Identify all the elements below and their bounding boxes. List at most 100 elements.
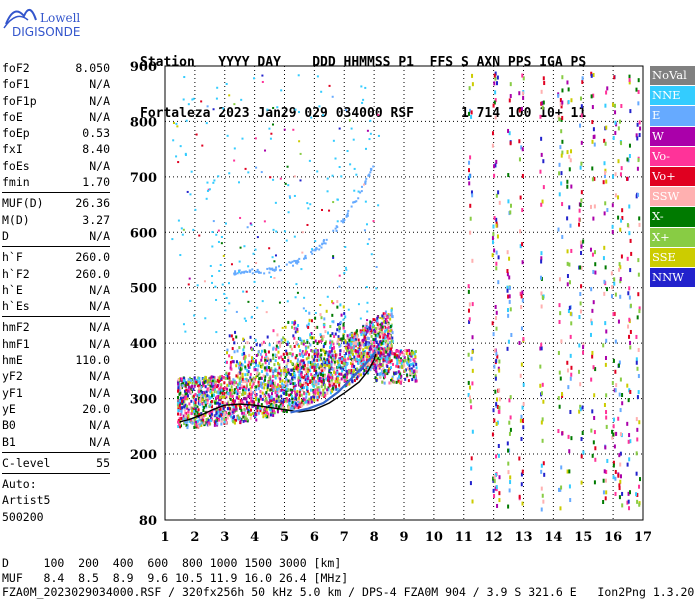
echo-point [217, 175, 220, 178]
echo-point [618, 392, 621, 397]
echo-point [211, 281, 214, 284]
echo-point [332, 201, 335, 204]
echo-point [271, 404, 274, 408]
echo-point [183, 379, 186, 383]
echo-point [470, 405, 473, 410]
echo-point [282, 403, 285, 407]
echo-point [247, 393, 250, 397]
echo-point [617, 363, 620, 368]
echo-point [384, 312, 387, 316]
echo-point [236, 396, 239, 400]
echo-point [356, 354, 359, 358]
echo-point [293, 401, 296, 405]
echo-point [509, 210, 512, 215]
echo-point [382, 373, 385, 377]
muf-row: MUF 8.4 8.5 8.9 9.6 10.5 11.9 16.0 26.4 … [2, 570, 349, 585]
echo-point [288, 406, 291, 410]
echo-point [522, 382, 525, 387]
echo-point [496, 420, 499, 425]
echo-point [288, 401, 291, 405]
echo-point [293, 326, 296, 330]
echo-point [177, 396, 180, 400]
echo-point [264, 368, 267, 372]
echo-point [348, 346, 351, 350]
echo-point [239, 404, 242, 408]
echo-point [328, 380, 331, 384]
echo-point [216, 378, 219, 382]
echo-point [277, 405, 280, 409]
echo-point [249, 362, 252, 366]
echo-point [638, 216, 641, 221]
echo-point [370, 169, 373, 172]
echo-point [185, 424, 188, 428]
echo-point [578, 315, 581, 320]
echo-point [558, 404, 561, 409]
echo-point [619, 294, 622, 299]
echo-point [294, 405, 297, 409]
echo-point [341, 366, 344, 370]
echo-point [518, 108, 521, 113]
echo-point [626, 383, 629, 388]
echo-point [226, 387, 229, 391]
echo-point [495, 316, 498, 321]
echo-point [612, 312, 615, 317]
echo-point [373, 341, 376, 345]
echo-point [302, 397, 305, 401]
echo-point [282, 397, 285, 401]
echo-point [334, 385, 337, 389]
echo-point [286, 383, 289, 387]
echo-point [256, 306, 259, 309]
echo-point [333, 350, 336, 354]
echo-point [189, 406, 192, 410]
echo-point [413, 359, 416, 363]
echo-point [282, 340, 285, 344]
echo-point [276, 374, 279, 378]
echo-point [324, 351, 327, 355]
echo-point [520, 305, 523, 310]
echo-point [183, 422, 186, 426]
echo-point [361, 338, 364, 342]
echo-point [471, 429, 474, 434]
echo-point [491, 432, 494, 437]
echo-point [366, 329, 369, 333]
echo-point [243, 317, 246, 320]
echo-point [386, 354, 389, 358]
y-tick-label: 400 [130, 337, 157, 352]
echo-point [268, 395, 271, 399]
parameter-name: hmF1 [2, 336, 30, 351]
echo-point [285, 263, 288, 266]
echo-point [378, 360, 381, 364]
echo-point [380, 328, 383, 332]
echo-point [368, 341, 371, 345]
echo-point [315, 382, 318, 386]
echo-point [351, 333, 354, 337]
echo-point [267, 384, 270, 388]
echo-point [317, 395, 320, 399]
echo-point [570, 321, 573, 326]
echo-point [373, 318, 376, 322]
echo-point [284, 399, 287, 403]
echo-point [267, 350, 270, 354]
echo-point [385, 342, 388, 346]
echo-point [285, 349, 288, 353]
echo-point [186, 420, 189, 424]
echo-point [258, 361, 261, 365]
echo-point [362, 362, 365, 366]
file-info-row: FZA0M_2023029034000.RSF / 320fx256h 50 k… [2, 585, 695, 599]
echo-point [275, 398, 278, 402]
echo-point [372, 366, 375, 370]
echo-point [345, 349, 348, 353]
echo-point [343, 379, 346, 383]
echo-point [224, 376, 227, 380]
echo-point [268, 401, 271, 405]
y-tick-label: 600 [130, 226, 157, 241]
echo-point [372, 318, 375, 322]
echo-point [366, 355, 369, 359]
echo-point [273, 269, 276, 272]
echo-point [242, 387, 245, 391]
echo-point [294, 383, 297, 387]
echo-point [387, 313, 390, 317]
echo-point [380, 340, 383, 344]
echo-point [189, 380, 192, 384]
echo-point [363, 354, 366, 358]
